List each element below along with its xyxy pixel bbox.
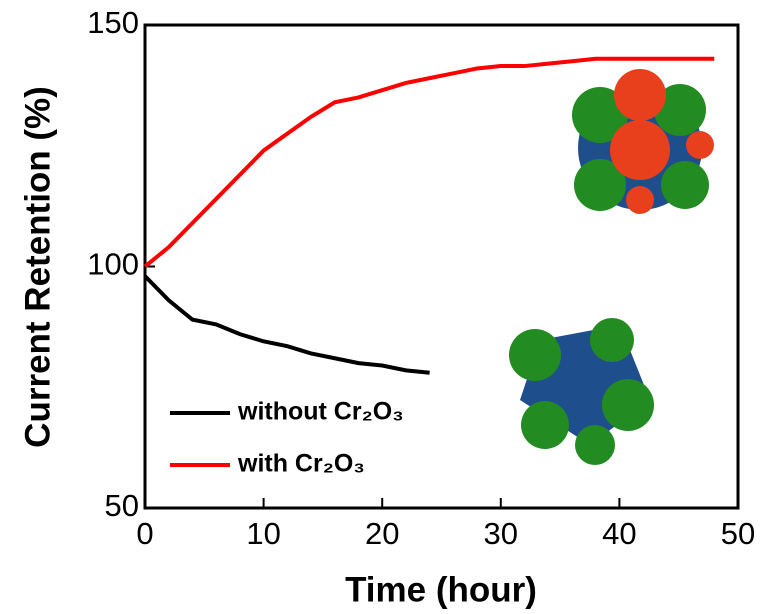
y-tick-label: 50	[105, 488, 139, 523]
x-tick-label: 40	[602, 516, 636, 551]
nanoparticle-illustration	[572, 69, 714, 214]
series-line	[143, 274, 430, 375]
y-tick-label: 100	[87, 247, 139, 282]
x-tick-label: 10	[246, 516, 280, 551]
nanoparticle-illustration	[509, 318, 654, 465]
x-tick-label: 0	[136, 516, 153, 551]
y-tick-label: 150	[87, 5, 139, 40]
legend-label: with Cr₂O₃	[237, 450, 365, 478]
x-axis-title: Time (hour)	[345, 570, 537, 609]
y-axis-title: Current Retention (%)	[18, 86, 57, 448]
x-tick-label: 30	[484, 516, 518, 551]
x-tick-label: 50	[721, 516, 755, 551]
series-line	[143, 56, 715, 269]
legend-label: without Cr₂O₃	[237, 398, 404, 426]
x-tick-label: 20	[365, 516, 399, 551]
